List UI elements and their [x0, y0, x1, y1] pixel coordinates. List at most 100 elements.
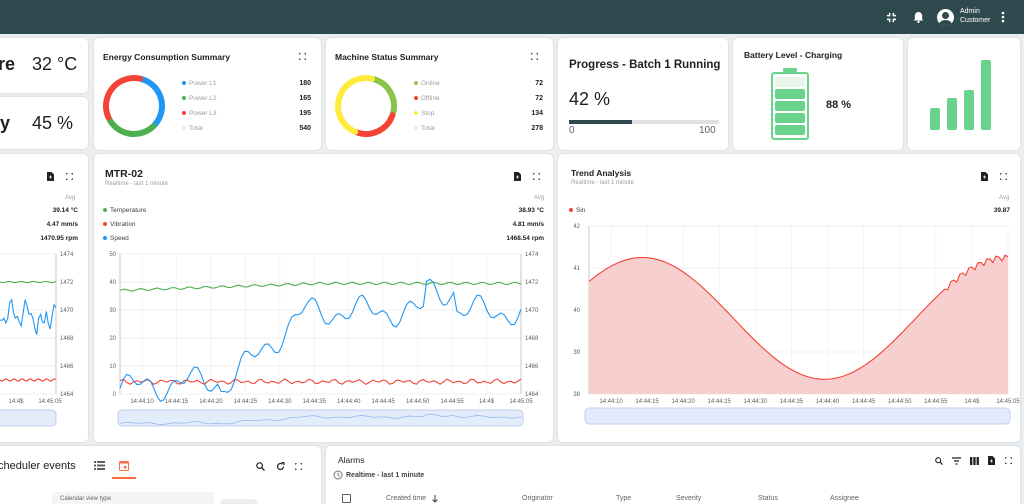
- legend-value: 72: [535, 95, 543, 102]
- series-line-vibration: [119, 378, 522, 386]
- legend-item[interactable]: Vibration: [103, 221, 136, 228]
- fullscreen-icon[interactable]: [533, 173, 540, 180]
- legend-value: 165: [299, 95, 311, 102]
- export-icon[interactable]: [988, 456, 995, 465]
- y2-tick-label: 1464: [60, 392, 74, 398]
- active-tab-indicator: [112, 477, 136, 479]
- select-all-checkbox[interactable]: [342, 494, 351, 503]
- battery-icon: [771, 72, 809, 140]
- y2-tick-label: 1474: [60, 252, 74, 258]
- signal-bar: [947, 98, 957, 130]
- legend-dot: [414, 96, 418, 101]
- y2-tick-label: 1470: [60, 308, 74, 314]
- fullscreen-icon[interactable]: [1000, 173, 1007, 180]
- card-title: Machine Status Summary: [335, 52, 439, 62]
- legend-label: Sin: [576, 207, 586, 214]
- user-role: Customer: [960, 17, 991, 24]
- bell-icon[interactable]: [913, 11, 924, 23]
- battery-cell: [775, 125, 805, 135]
- refresh-icon[interactable]: [276, 462, 285, 471]
- legend-dot: [182, 81, 186, 86]
- y-tick-label: 50: [109, 252, 116, 258]
- more-vert-icon[interactable]: [1000, 11, 1006, 23]
- fullscreen-icon[interactable]: [295, 463, 302, 470]
- fullscreen-icon[interactable]: [531, 53, 538, 60]
- legend-value: 72: [535, 80, 543, 87]
- legend-item: Offline: [414, 95, 440, 102]
- export-icon[interactable]: [47, 172, 54, 181]
- zoom-slider[interactable]: [584, 407, 1011, 425]
- donut-slice-stop: [335, 75, 376, 135]
- card-subtitle: Realtime - last 1 minute: [105, 181, 169, 187]
- export-icon[interactable]: [981, 172, 988, 181]
- x-tick-label: 14:44:45: [372, 399, 396, 405]
- fullscreen-icon[interactable]: [1005, 457, 1012, 464]
- battery-cell: [775, 101, 805, 111]
- zoom-slider[interactable]: [0, 409, 57, 427]
- export-icon[interactable]: [514, 172, 521, 181]
- search-icon[interactable]: [256, 462, 265, 471]
- progress-min: 0: [569, 125, 575, 136]
- legend-item: Power L3: [182, 110, 216, 117]
- calendar-view-icon[interactable]: [119, 460, 129, 471]
- y2-tick-label: 1466: [525, 364, 539, 370]
- y2-tick-label: 1466: [60, 364, 74, 370]
- legend-dot: [182, 126, 186, 131]
- sort-arrow-down-icon[interactable]: [432, 495, 438, 503]
- progress-value: 42 %: [569, 89, 611, 109]
- legend-item[interactable]: Temperature: [103, 207, 147, 214]
- x-tick-label: 14:44:20: [199, 399, 223, 405]
- today-button[interactable]: [220, 499, 258, 504]
- list-view-icon[interactable]: [94, 461, 105, 470]
- legend-item[interactable]: Sin: [569, 207, 585, 214]
- y-tick-label: 40: [109, 280, 116, 286]
- column-status[interactable]: Status: [758, 495, 778, 502]
- legend-dot: [103, 222, 107, 227]
- energy-summary-card: Energy Consumption Summary Power L1 180 Po…: [94, 38, 321, 150]
- x-tick-label: 14:4$: [8, 399, 24, 405]
- legend-item: Online: [414, 80, 440, 87]
- legend-label: Online: [421, 80, 440, 87]
- search-icon[interactable]: [935, 457, 943, 465]
- x-tick-label: 14:44:55: [924, 399, 948, 405]
- progress-max: 100: [699, 125, 716, 136]
- x-tick-label: 14:44:35: [303, 399, 327, 405]
- fullscreen-icon[interactable]: [66, 173, 73, 180]
- trend-chart: 42 41 40 39 38 14:44:10 14:44:15 14:44:20 14:44:…: [573, 224, 1020, 425]
- mtr-chart: 50 1474 40 1472 30 1470 20 1468 10 1466 0 1464 14:44…: [109, 252, 539, 427]
- y2-tick-label: 1474: [525, 252, 539, 258]
- fullscreen-exit-icon[interactable]: [886, 12, 897, 23]
- column-type[interactable]: Type: [616, 495, 632, 502]
- alarms-timewindow[interactable]: Realtime - last 1 minute: [346, 472, 425, 479]
- column-originator[interactable]: Originator: [522, 495, 553, 502]
- legend-label: Total: [189, 125, 203, 132]
- x-tick-label: 14:4$: [479, 399, 495, 405]
- column-severity[interactable]: Severity: [676, 495, 702, 502]
- column-created-time[interactable]: Created time: [386, 495, 427, 502]
- fullscreen-icon[interactable]: [299, 53, 306, 60]
- account-icon[interactable]: [937, 9, 954, 26]
- calendar-view-select[interactable]: Calendar view type: [52, 492, 214, 504]
- progress-fill: [569, 120, 632, 124]
- signal-bar: [964, 90, 974, 130]
- x-tick-label: 14:44:45: [852, 399, 876, 405]
- avg-label: Avg: [65, 195, 76, 201]
- user-info[interactable]: Admin Customer: [960, 7, 990, 25]
- zoom-slider[interactable]: [117, 409, 524, 427]
- filter-icon[interactable]: [952, 457, 961, 465]
- legend-value: 134: [531, 110, 543, 117]
- series-line-speed: [119, 278, 522, 402]
- y2-tick-label: 1472: [525, 280, 539, 286]
- clock-icon: [333, 470, 343, 480]
- x-tick-label: 14:44:25: [708, 399, 732, 405]
- column-assignee[interactable]: Assignee: [830, 495, 859, 502]
- temperature-label: re: [0, 54, 16, 74]
- battery-cell: [775, 77, 805, 87]
- columns-icon[interactable]: [970, 457, 979, 465]
- alarms-card: Alarms Realtime - last 1 minute Created …: [326, 446, 1020, 504]
- legend-value: 278: [531, 125, 543, 132]
- donut-slice-power-l3: [103, 75, 144, 121]
- energy-donut: [103, 75, 165, 137]
- legend-dot: [414, 126, 418, 131]
- legend-item[interactable]: Speed: [103, 235, 129, 242]
